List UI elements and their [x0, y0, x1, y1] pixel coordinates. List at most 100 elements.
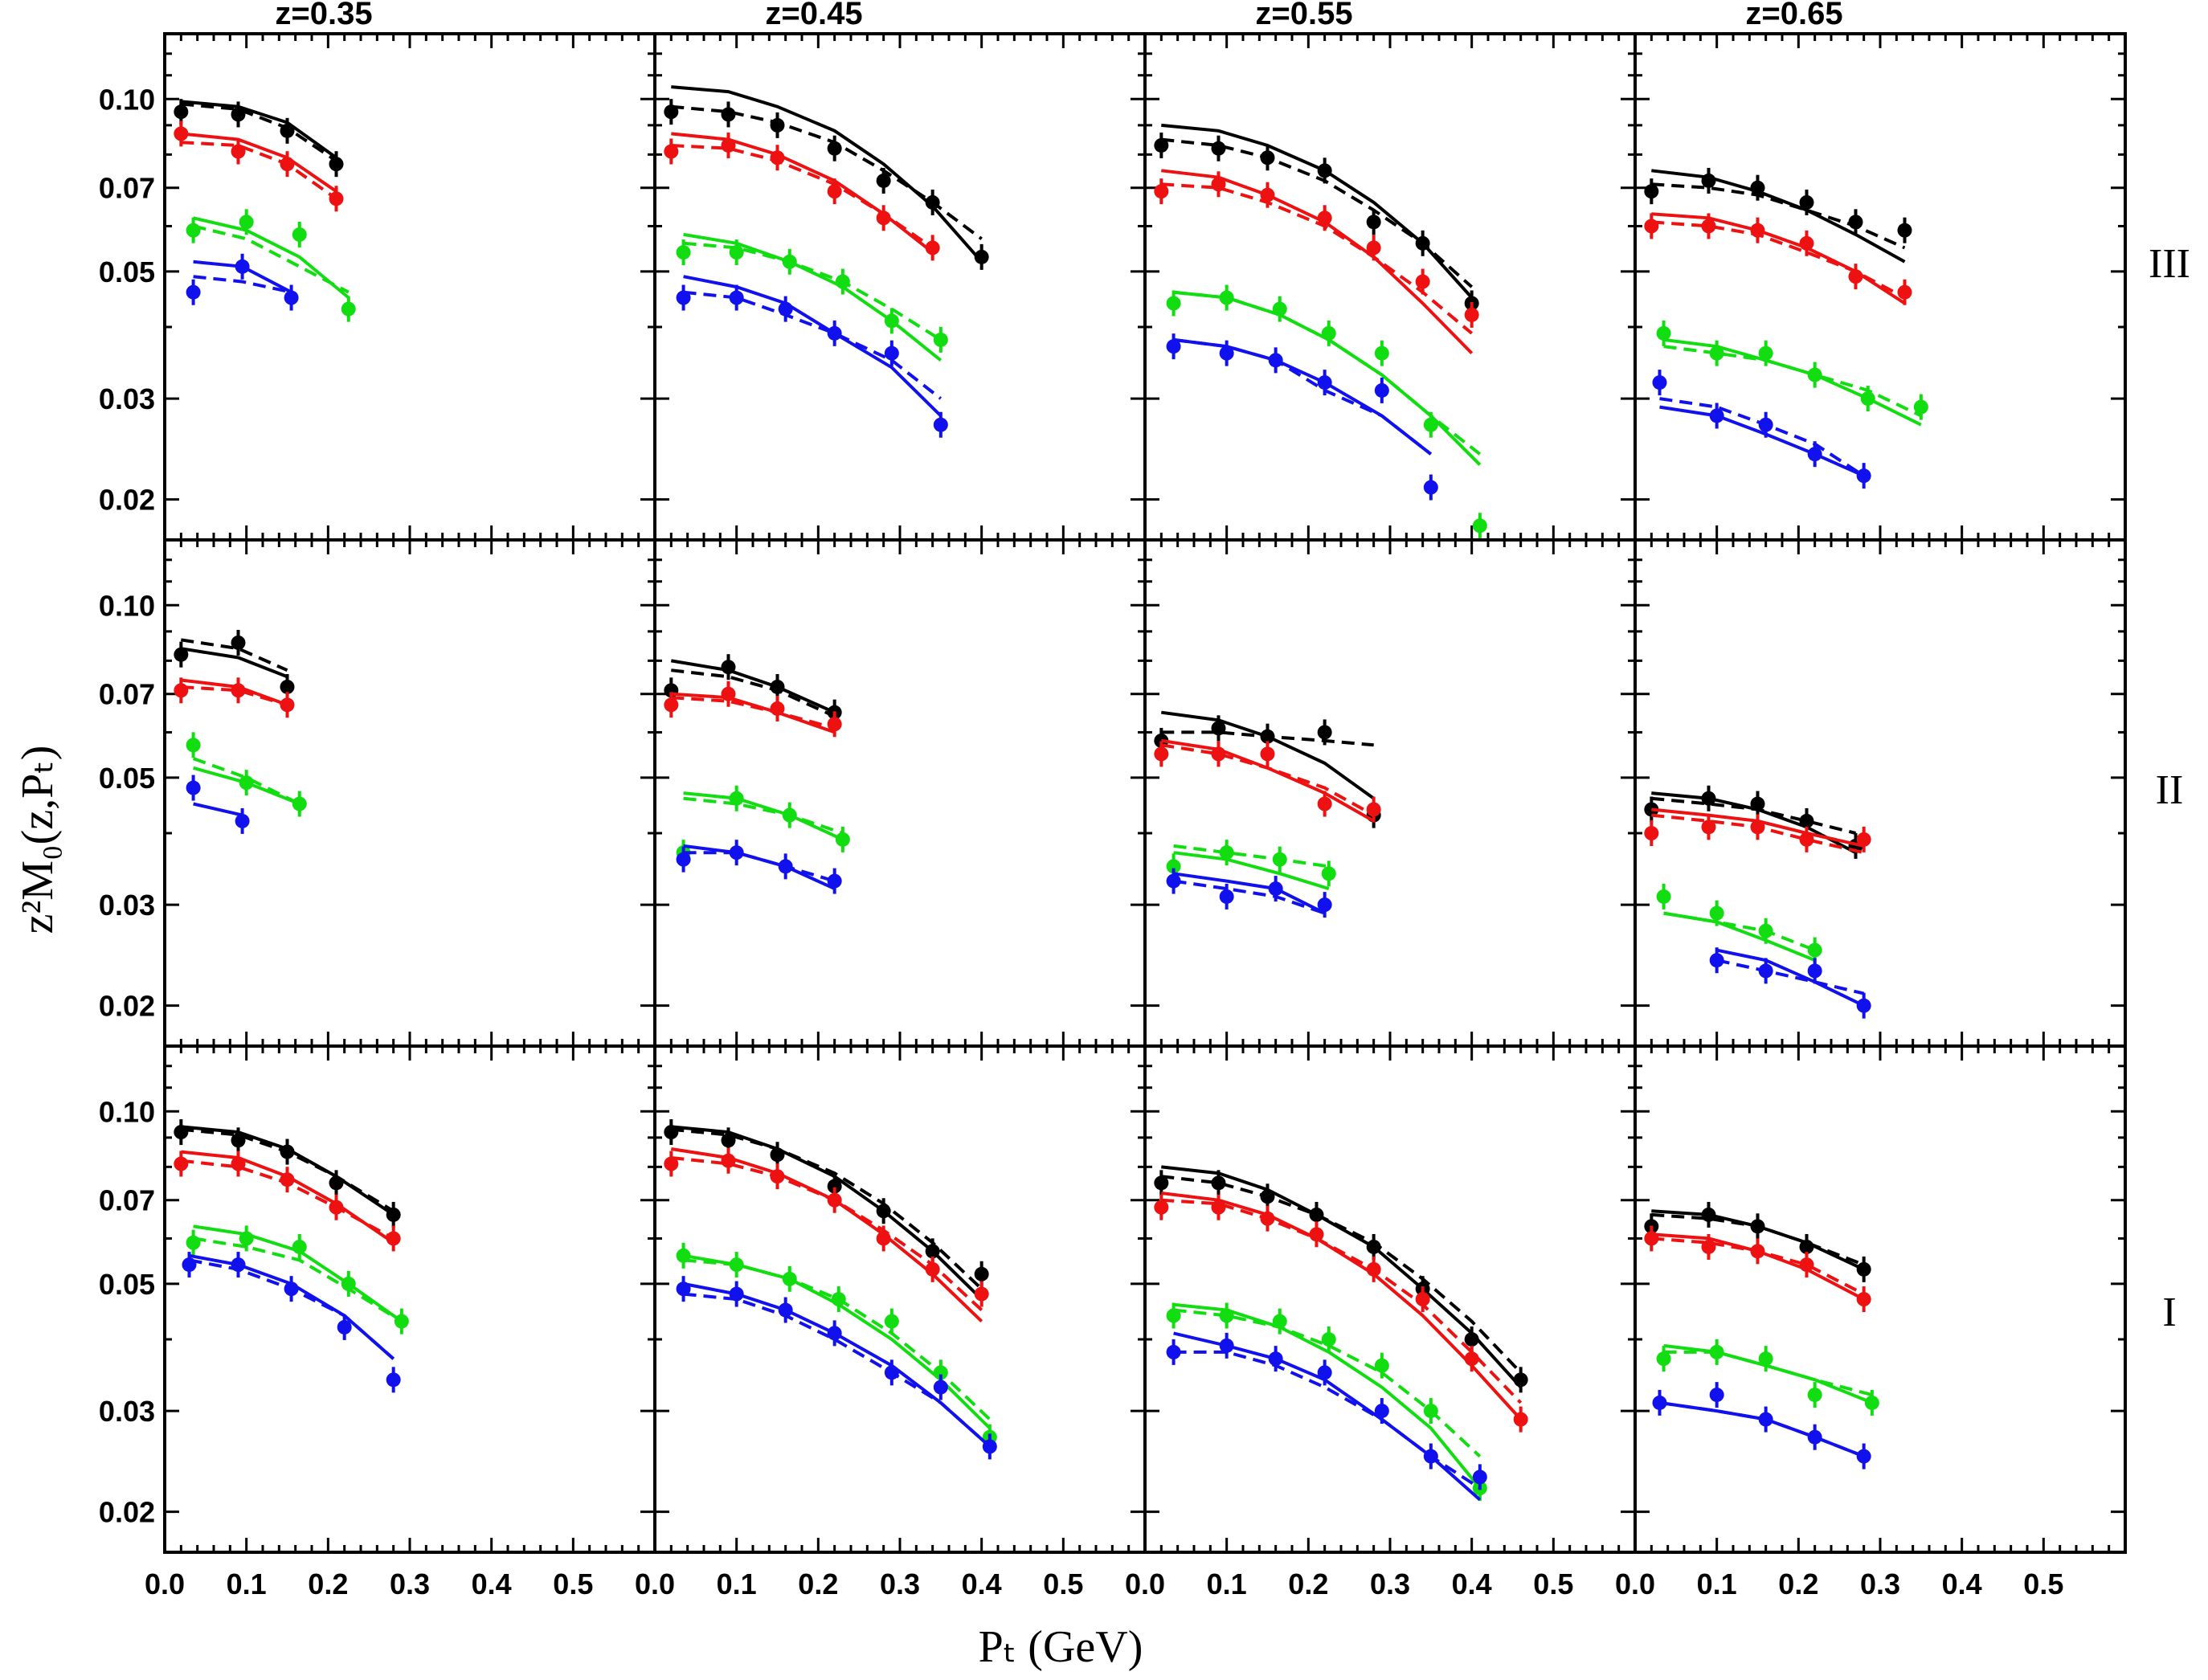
data-point [239, 1231, 254, 1246]
data-point [1219, 1308, 1234, 1323]
y-tick-label: 0.05 [99, 255, 155, 288]
curve-dashed [683, 851, 836, 883]
curve-solid [683, 232, 942, 362]
data-point [1166, 873, 1181, 889]
data-point [1166, 296, 1181, 311]
x-tick-label: 0.1 [227, 1568, 267, 1600]
data-point [231, 1133, 246, 1148]
data-point [974, 1286, 989, 1302]
x-axis-label: Pₜ (GeV) [979, 1622, 1143, 1672]
data-point [1268, 353, 1283, 368]
curve-solid [683, 1281, 992, 1448]
data-point [1750, 1219, 1765, 1234]
data-point [1423, 1404, 1438, 1419]
row-label-III: III [2149, 241, 2190, 287]
curve-dashed [683, 1292, 992, 1448]
data-point [1856, 1449, 1871, 1464]
data-point [1709, 345, 1724, 361]
curve-dashed [1161, 182, 1473, 335]
curve-solid [1651, 169, 1906, 264]
data-point [729, 845, 744, 860]
data-point [1750, 180, 1765, 195]
data-point [329, 1200, 344, 1215]
data-point [1260, 729, 1275, 744]
data-point [1856, 468, 1871, 484]
data-point [1166, 859, 1181, 874]
y-tick-label: 0.10 [99, 589, 155, 622]
data-point [729, 290, 744, 305]
data-point [174, 1125, 189, 1140]
curve-dashed [671, 1156, 983, 1311]
row-label-I: I [2162, 1290, 2176, 1335]
x-tick-label: 0.2 [1288, 1568, 1328, 1600]
data-point [1856, 1261, 1871, 1277]
data-point [676, 245, 691, 260]
x-tick-label: 0.0 [1615, 1568, 1655, 1600]
data-point [721, 1133, 736, 1148]
x-tick-label: 0.3 [1370, 1568, 1410, 1600]
data-point [721, 1153, 736, 1168]
panel-frame [1143, 32, 1637, 542]
y-tick-label: 0.03 [99, 1395, 155, 1428]
data-point [341, 1276, 356, 1291]
data-point [1644, 826, 1659, 841]
curve-dashed [1161, 1175, 1523, 1374]
curve-dashed [181, 102, 337, 162]
data-point [1701, 820, 1716, 835]
y-tick-label: 0.02 [99, 990, 155, 1023]
data-point [1758, 963, 1773, 979]
data-point [1219, 1338, 1234, 1353]
data-point [827, 1192, 842, 1208]
y-tick-label: 0.07 [99, 1184, 155, 1217]
curve-dashed [181, 141, 337, 200]
data-point [876, 211, 891, 226]
data-point [933, 1365, 948, 1380]
data-point [827, 141, 842, 156]
x-tick-label: 0.5 [553, 1568, 593, 1600]
data-point [1644, 219, 1659, 234]
data-point [1656, 889, 1671, 904]
x-tick-label: 0.3 [1860, 1568, 1900, 1600]
data-point [1799, 832, 1814, 847]
curve-solid [1716, 948, 1865, 1008]
data-point [231, 144, 246, 159]
data-point [1166, 1344, 1181, 1359]
data-point [831, 1292, 846, 1307]
x-tick-label: 0.5 [1533, 1568, 1573, 1600]
data-point [729, 791, 744, 806]
data-point [1317, 211, 1332, 226]
data-point [231, 635, 246, 650]
data-point [1366, 215, 1381, 230]
data-point [1260, 187, 1275, 202]
data-point [827, 1179, 842, 1194]
data-point [1750, 796, 1765, 811]
data-point [729, 245, 744, 260]
curve-solid [683, 791, 844, 841]
data-point [778, 1302, 793, 1318]
data-point [1758, 1412, 1773, 1427]
data-point [933, 332, 948, 347]
x-tick-label: 0.1 [717, 1568, 757, 1600]
data-point [884, 313, 899, 329]
data-point [676, 290, 691, 305]
data-point [770, 150, 785, 166]
curve-solid [189, 1253, 395, 1360]
data-point [1807, 367, 1822, 382]
data-point [280, 679, 295, 694]
panel-I-2: 0.0 0.1 0.2 0.3 0.4 0.5 [1125, 1044, 1637, 1600]
x-tick-label: 0.2 [798, 1568, 838, 1600]
data-point [280, 157, 295, 172]
curve-dashed [1173, 879, 1326, 915]
curve-solid [671, 132, 934, 254]
data-point [1272, 301, 1287, 317]
x-tick-label: 0.1 [1697, 1568, 1737, 1600]
panel-II-0: 0.10 0.07 0.05 0.03 0.02 [99, 538, 656, 1048]
data-point [1309, 1227, 1324, 1242]
data-point [1154, 1175, 1169, 1191]
curve-solid [1659, 405, 1865, 478]
panel-frame [1143, 538, 1637, 1048]
curve-dashed [683, 290, 942, 400]
data-point [1807, 447, 1822, 462]
data-point [174, 126, 189, 141]
data-point [1321, 1332, 1336, 1347]
